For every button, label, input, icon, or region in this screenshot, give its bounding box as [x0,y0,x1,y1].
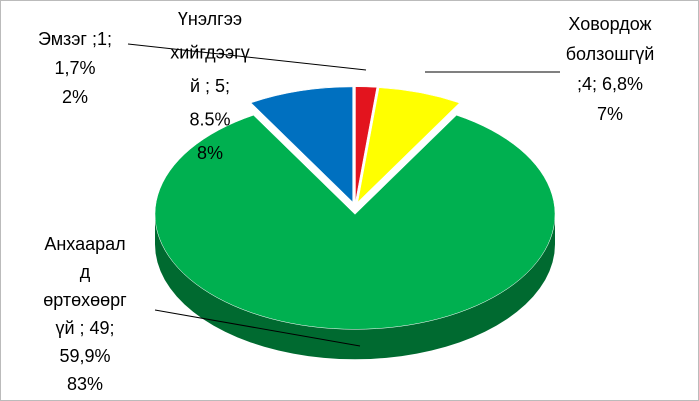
data-label: хийгдээгү [170,42,250,62]
data-label: д [80,262,91,282]
data-label: болзошгүй [566,44,655,64]
slice [250,86,353,203]
data-label: 7% [597,104,623,124]
data-label: Ховордож [568,14,651,34]
data-label: 59,9% [59,346,110,366]
slice [355,86,378,202]
leader-line [127,43,367,71]
data-label: Үнэлгээ [178,9,242,29]
data-label: үй ; 49; [55,318,114,338]
slice [357,87,460,203]
slice-side [155,214,555,360]
slice [154,114,556,330]
leader-line [154,309,361,347]
data-label: 2% [62,87,88,107]
data-label: 8.5% [189,109,230,129]
data-label: өртөхөөрг [43,290,127,310]
data-label: Анхаарал [44,234,125,254]
data-label: Эмзэг ;1; [38,29,112,49]
data-label: 8% [197,143,223,163]
data-label: 1,7% [54,58,95,78]
data-label: й ; 5; [190,76,230,96]
data-label: 83% [67,374,103,394]
data-label: ;4; 6,8% [577,74,643,94]
